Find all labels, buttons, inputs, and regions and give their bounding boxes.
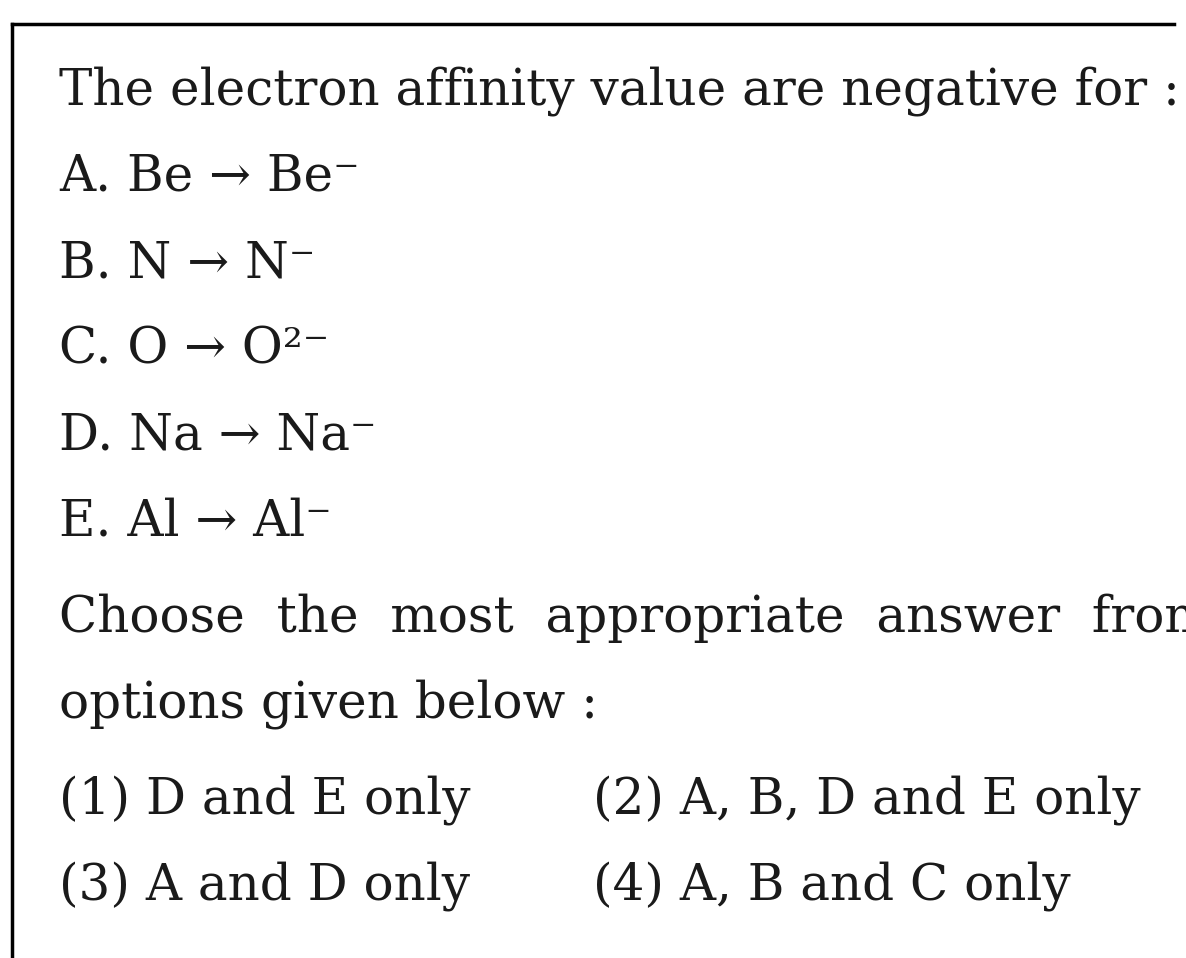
Text: (4) A, B and C only: (4) A, B and C only <box>593 861 1071 911</box>
Text: (3) A and D only: (3) A and D only <box>59 861 471 911</box>
Text: A. Be → Be⁻: A. Be → Be⁻ <box>59 152 359 202</box>
Text: E. Al → Al⁻: E. Al → Al⁻ <box>59 497 332 547</box>
Text: The electron affinity value are negative for :: The electron affinity value are negative… <box>59 66 1180 116</box>
Text: (2) A, B, D and E only: (2) A, B, D and E only <box>593 775 1141 825</box>
Text: B. N → N⁻: B. N → N⁻ <box>59 239 315 288</box>
Text: D. Na → Na⁻: D. Na → Na⁻ <box>59 411 377 461</box>
Text: (1) D and E only: (1) D and E only <box>59 775 471 825</box>
Text: Choose  the  most  appropriate  answer  from: Choose the most appropriate answer from <box>59 593 1186 643</box>
Text: C. O → O²⁻: C. O → O²⁻ <box>59 325 330 375</box>
Text: options given below :: options given below : <box>59 679 598 729</box>
